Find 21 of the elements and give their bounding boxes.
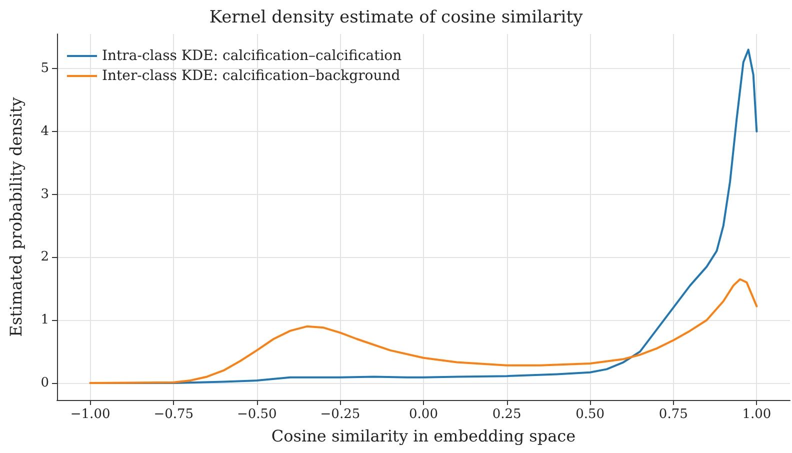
x-tick-label: 0.50 <box>576 407 605 422</box>
x-axis-title: Cosine similarity in embedding space <box>271 426 576 446</box>
x-tick-label: 0.75 <box>658 407 688 422</box>
y-axis-title: Estimated probability density <box>6 97 26 337</box>
x-tick-label: 1.00 <box>742 407 772 422</box>
y-tick-label: 3 <box>40 186 49 202</box>
y-tick-label: 1 <box>40 312 49 328</box>
x-tick-label: −0.50 <box>236 407 277 422</box>
x-tick-label: −1.00 <box>70 407 110 422</box>
x-tick-label: 0.00 <box>409 407 438 422</box>
legend-label: Inter-class KDE: calcification–background <box>102 68 400 84</box>
y-tick-label: 0 <box>40 376 49 391</box>
chart-title: Kernel density estimate of cosine similarity <box>209 8 584 28</box>
legend-label: Intra-class KDE: calcification–calcification <box>102 48 402 64</box>
x-tick-label: 0.25 <box>492 407 522 422</box>
line-series <box>89 278 758 384</box>
x-tick-label: −0.25 <box>320 407 360 422</box>
x-tick-label: −0.75 <box>154 407 194 422</box>
y-tick-label: 4 <box>40 124 49 139</box>
y-tick-label: 2 <box>40 250 49 265</box>
y-tick-label: 5 <box>40 61 49 76</box>
